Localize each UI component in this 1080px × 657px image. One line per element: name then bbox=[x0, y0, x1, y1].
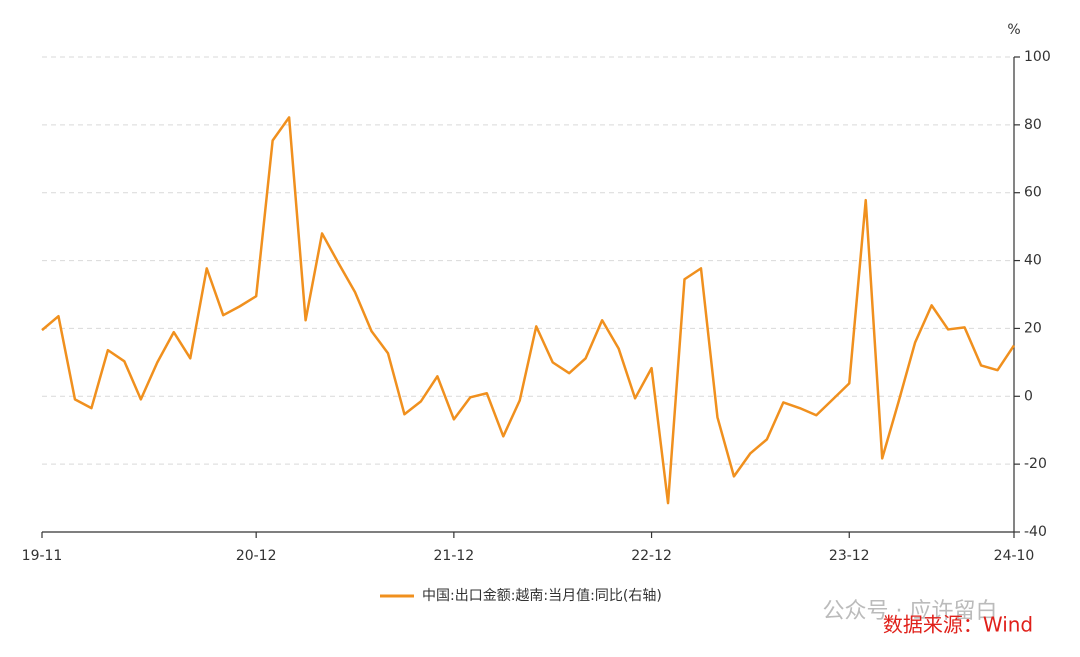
watermark: 公众号 · 应许留白 bbox=[823, 599, 998, 624]
x-tick-label: 23-12 bbox=[829, 548, 870, 564]
y-tick-label: 80 bbox=[1024, 117, 1042, 133]
y-tick-label: 20 bbox=[1024, 320, 1042, 336]
y-tick-label: 60 bbox=[1024, 185, 1042, 201]
source-note: 数据来源：Wind bbox=[883, 613, 1033, 637]
y-tick-label: -40 bbox=[1024, 524, 1047, 540]
legend-label: 中国:出口金额:越南:当月值:同比(右轴) bbox=[422, 588, 662, 604]
y-tick-label: -20 bbox=[1024, 456, 1047, 472]
y-tick-label: 100 bbox=[1024, 49, 1051, 65]
data-line bbox=[41, 116, 1016, 505]
x-tick-label: 24-10 bbox=[994, 548, 1035, 564]
y-tick-label: 0 bbox=[1024, 388, 1033, 404]
x-tick-label: 20-12 bbox=[236, 548, 277, 564]
x-tick-label: 19-11 bbox=[22, 548, 63, 564]
y-tick-label: 40 bbox=[1024, 253, 1042, 269]
x-tick-label: 21-12 bbox=[434, 548, 475, 564]
x-tick-label: 22-12 bbox=[631, 548, 672, 564]
y-axis-label: % bbox=[1007, 22, 1020, 38]
